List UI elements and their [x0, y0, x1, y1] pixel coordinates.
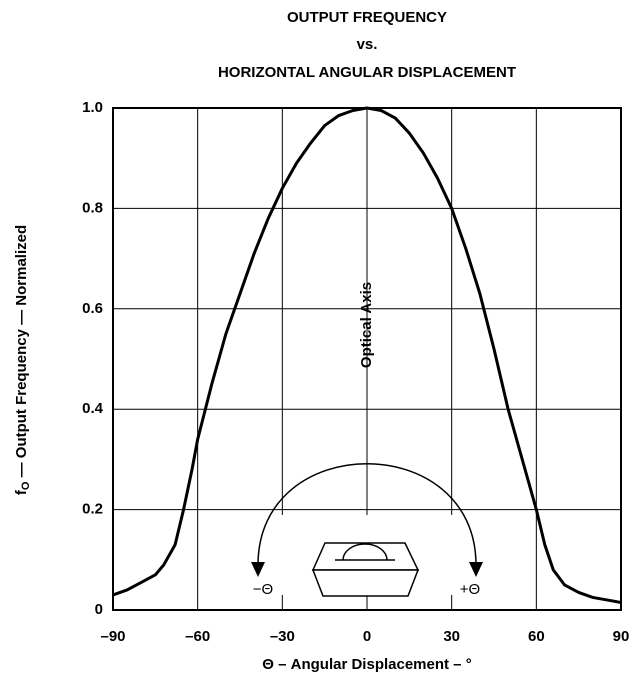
x-tick-label: 90 [613, 628, 630, 645]
optical-axis-label: Optical Axis [358, 282, 375, 368]
rotation-arc [257, 463, 477, 566]
x-tick-label: –90 [100, 628, 125, 645]
y-tick-label: 0.6 [82, 300, 103, 317]
x-tick-label: –30 [270, 628, 295, 645]
y-tick-label: 0.2 [82, 501, 103, 518]
chart-title: OUTPUT FREQUENCY [287, 9, 447, 26]
y-tick-label: 0.4 [82, 400, 104, 417]
plus-theta: +Θ [460, 581, 480, 598]
y-label-part: f [13, 489, 30, 495]
chart-title: HORIZONTAL ANGULAR DISPLACEMENT [218, 64, 516, 81]
annotation-bg [453, 580, 487, 598]
y-tick-label: 1.0 [82, 99, 103, 116]
arrow-head [251, 562, 265, 577]
x-tick-label: 30 [443, 628, 460, 645]
annotation-bg [250, 580, 280, 598]
sensor-icon [311, 542, 420, 597]
y-tick-label: 0 [95, 601, 103, 618]
minus-theta: −Θ [253, 581, 273, 598]
x-tick-label: 0 [363, 628, 371, 645]
chart-title: vs. [357, 36, 378, 53]
x-tick-label: –60 [185, 628, 210, 645]
y-label-part: — Output Frequency — Normalized [13, 225, 30, 482]
x-axis-label: Θ – Angular Displacement – ° [262, 656, 471, 673]
x-tick-label: 60 [528, 628, 545, 645]
arrow-head [469, 562, 483, 577]
y-axis-label: fO — Output Frequency — Normalized [13, 225, 32, 495]
y-label-sub: O [20, 481, 32, 490]
y-tick-label: 0.8 [82, 199, 103, 216]
